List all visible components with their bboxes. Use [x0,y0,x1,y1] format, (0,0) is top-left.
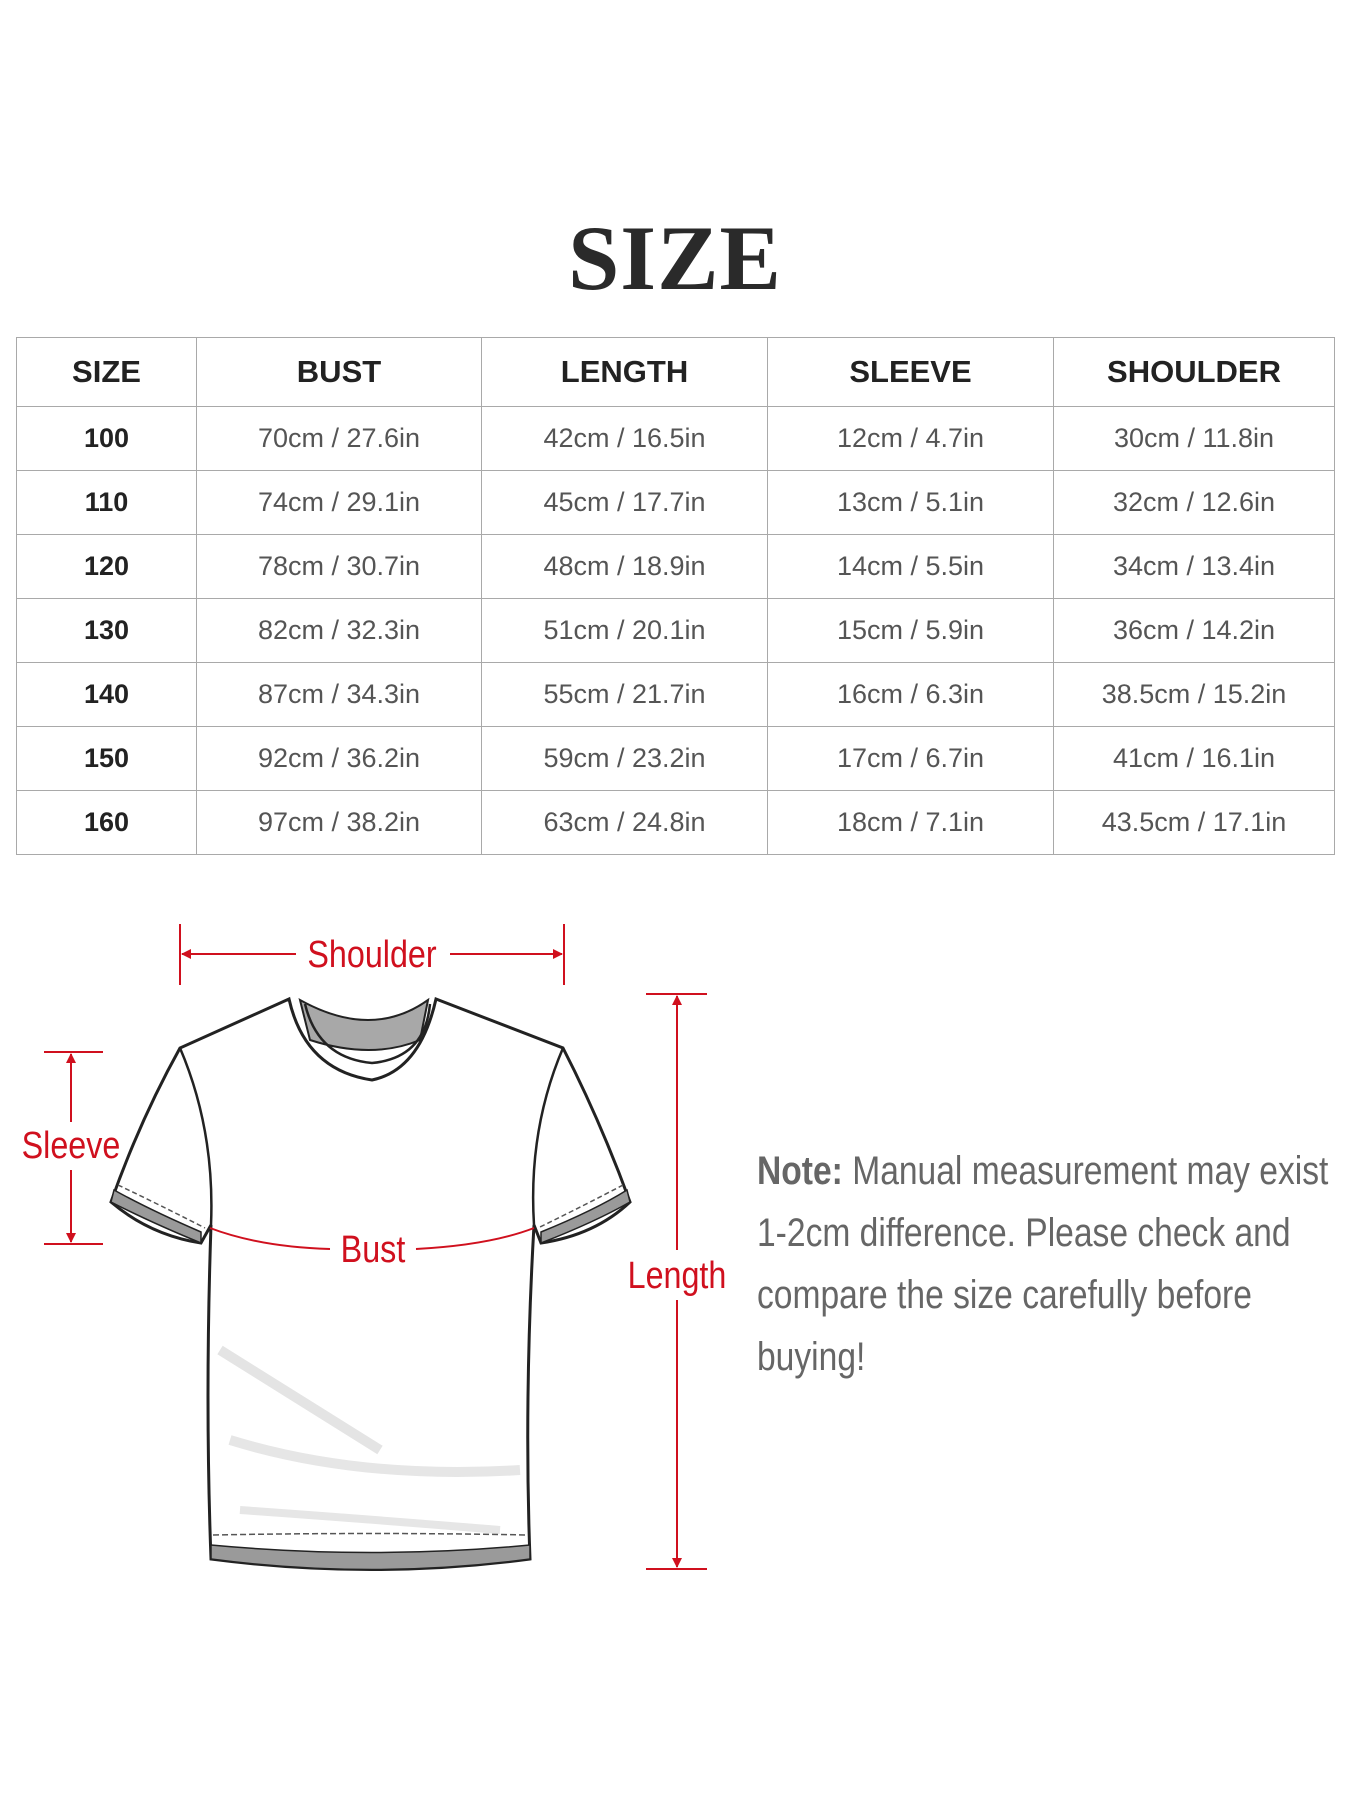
measurement-note: Note: Manual measurement may exist 1-2cm… [757,1140,1350,1388]
cell-size: 160 [16,790,197,855]
cell-bust: 82cm / 32.3in [196,598,482,663]
cell-shoulder: 32cm / 12.6in [1053,470,1335,535]
cell-shoulder: 43.5cm / 17.1in [1053,790,1335,855]
cell-size: 120 [16,534,197,599]
cell-bust: 70cm / 27.6in [196,406,482,471]
cell-bust: 92cm / 36.2in [196,726,482,791]
cell-length: 59cm / 23.2in [481,726,768,791]
shoulder-label: Shoulder [307,934,436,976]
cell-length: 55cm / 21.7in [481,662,768,727]
cell-size: 110 [16,470,197,535]
cell-size: 140 [16,662,197,727]
table-row: 100 70cm / 27.6in 42cm / 16.5in 12cm / 4.7i… [16,406,1335,471]
cell-sleeve: 12cm / 4.7in [767,406,1054,471]
note-text: Manual measurement may exist 1-2cm diffe… [757,1149,1329,1379]
cell-bust: 74cm / 29.1in [196,470,482,535]
size-chart-table: SIZE BUST LENGTH SLEEVE SHOULDER 100 70cm / 2… [16,337,1335,855]
table-row: 120 78cm / 30.7in 48cm / 18.9in 14cm / 5.5i… [16,534,1335,599]
cell-sleeve: 15cm / 5.9in [767,598,1054,663]
table-row: 110 74cm / 29.1in 45cm / 17.7in 13cm / 5.1i… [16,470,1335,535]
cell-shoulder: 38.5cm / 15.2in [1053,662,1335,727]
table-row: 130 82cm / 32.3in 51cm / 20.1in 15cm / 5.9i… [16,598,1335,663]
table-row: 160 97cm / 38.2in 63cm / 24.8in 18cm / 7.1i… [16,790,1335,855]
t-shirt-icon [109,996,632,1571]
cell-shoulder: 36cm / 14.2in [1053,598,1335,663]
column-header-length: LENGTH [481,337,768,407]
cell-size: 100 [16,406,197,471]
page-title: SIZE [568,207,782,309]
cell-length: 48cm / 18.9in [481,534,768,599]
column-header-shoulder: SHOULDER [1053,337,1335,407]
measure-lines [44,924,707,1570]
cell-bust: 78cm / 30.7in [196,534,482,599]
cell-shoulder: 34cm / 13.4in [1053,534,1335,599]
cell-length: 63cm / 24.8in [481,790,768,855]
cell-bust: 97cm / 38.2in [196,790,482,855]
column-header-size: SIZE [16,337,197,407]
cell-sleeve: 18cm / 7.1in [767,790,1054,855]
column-header-sleeve: SLEEVE [767,337,1054,407]
cell-length: 42cm / 16.5in [481,406,768,471]
table-row: 140 87cm / 34.3in 55cm / 21.7in 16cm / 6.3i… [16,662,1335,727]
length-label: Length [628,1255,727,1297]
cell-bust: 87cm / 34.3in [196,662,482,727]
bust-label: Bust [341,1229,406,1271]
cell-shoulder: 30cm / 11.8in [1053,406,1335,471]
cell-sleeve: 13cm / 5.1in [767,470,1054,535]
cell-size: 130 [16,598,197,663]
cell-size: 150 [16,726,197,791]
table-header-row: SIZE BUST LENGTH SLEEVE SHOULDER [16,337,1335,407]
cell-sleeve: 16cm / 6.3in [767,662,1054,727]
sleeve-label: Sleeve [22,1125,121,1167]
cell-length: 51cm / 20.1in [481,598,768,663]
cell-sleeve: 14cm / 5.5in [767,534,1054,599]
note-label: Note: [757,1149,843,1193]
